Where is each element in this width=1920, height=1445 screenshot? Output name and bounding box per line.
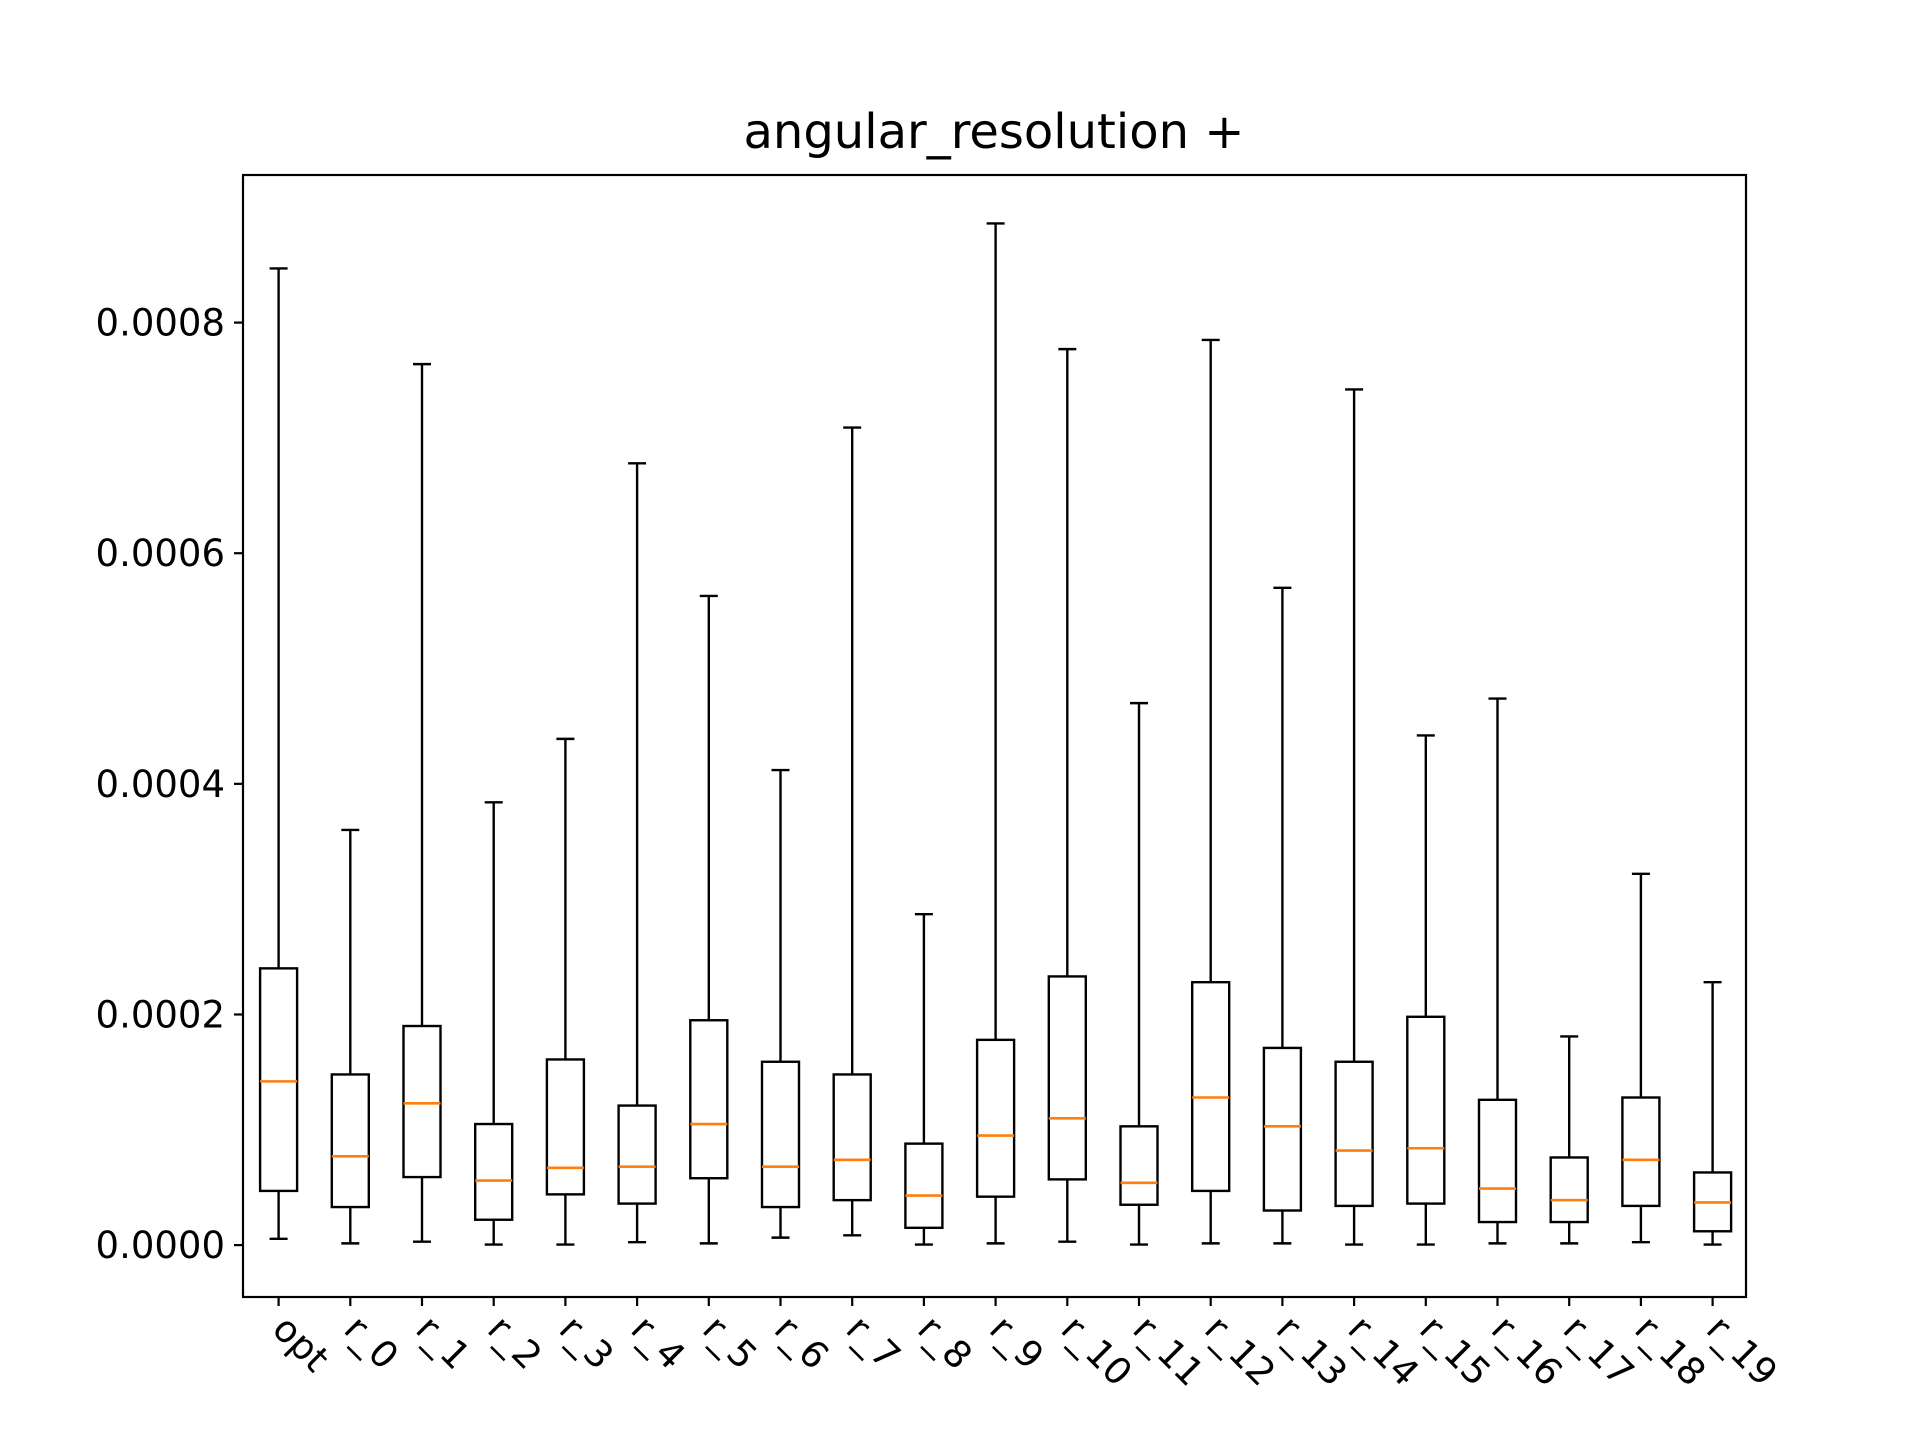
chart-title: angular_resolution + [744, 104, 1245, 160]
iqr-box [1621, 1096, 1661, 1208]
box-r-19 [1692, 980, 1733, 1246]
box-r-15 [1406, 734, 1446, 1246]
iqr-box [474, 1122, 514, 1221]
y-tick-label: 0.0006 [96, 532, 225, 575]
iqr-box [617, 1104, 657, 1205]
box-r-1 [402, 362, 442, 1243]
iqr-box [1406, 1015, 1446, 1205]
y-tick-label: 0.0000 [96, 1224, 225, 1267]
iqr-box [1190, 980, 1231, 1193]
box-r-18 [1621, 872, 1661, 1244]
box-r-10 [1047, 347, 1088, 1243]
box-r-0 [330, 828, 370, 1245]
iqr-box [1119, 1125, 1159, 1206]
box-r-2 [474, 801, 514, 1246]
iqr-box [402, 1024, 442, 1179]
boxes-layer [258, 222, 1733, 1246]
iqr-box [1549, 1156, 1589, 1224]
iqr-box [904, 1142, 944, 1230]
iqr-box [330, 1073, 370, 1209]
iqr-box [975, 1038, 1016, 1198]
box-r-5 [689, 594, 729, 1245]
box-r-11 [1119, 701, 1159, 1246]
y-tick-label: 0.0008 [96, 302, 225, 345]
iqr-box [1262, 1046, 1303, 1212]
box-r-8 [904, 912, 944, 1246]
box-opt [258, 267, 299, 1240]
box-r-6 [760, 768, 801, 1239]
iqr-box [760, 1060, 801, 1209]
iqr-box [545, 1058, 586, 1196]
y-tick-label: 0.0002 [96, 993, 225, 1036]
box-r-7 [832, 426, 872, 1237]
plot-area-frame [241, 173, 1748, 1299]
iqr-box [689, 1019, 729, 1180]
box-r-13 [1262, 586, 1303, 1245]
iqr-box [832, 1073, 872, 1202]
iqr-box [258, 967, 299, 1193]
iqr-box [1477, 1098, 1518, 1224]
y-tick-label: 0.0004 [96, 763, 225, 806]
box-r-16 [1477, 697, 1518, 1245]
box-r-9 [975, 222, 1016, 1245]
box-r-3 [545, 737, 586, 1246]
box-r-14 [1334, 388, 1374, 1246]
box-r-4 [617, 462, 657, 1244]
box-r-17 [1549, 1035, 1589, 1245]
box-r-12 [1190, 338, 1231, 1245]
iqr-box [1047, 975, 1088, 1181]
y-axis: 0.0000 0.0002 0.0004 0.0006 0.0008 [96, 302, 243, 1267]
iqr-box [1334, 1060, 1374, 1208]
